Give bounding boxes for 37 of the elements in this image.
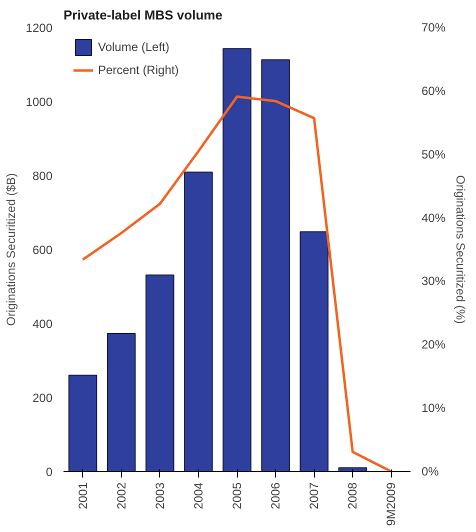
y2-tick-label: 40% — [422, 210, 446, 225]
bar — [222, 48, 252, 472]
legend-label: Volume (Left) — [98, 40, 170, 54]
y-tick-label: 0 — [46, 465, 53, 479]
y-tick-label: 400 — [32, 317, 53, 331]
y-tick-label: 800 — [32, 169, 53, 183]
legend-label: Percent (Right) — [98, 63, 179, 77]
x-tick-label: 2008 — [346, 482, 360, 510]
y2-tick-label: 10% — [422, 401, 446, 416]
y2-tick-label: 0% — [422, 464, 440, 478]
x-tick-label: 2001 — [76, 482, 90, 510]
bar — [261, 59, 290, 472]
y2-tick-label: 60% — [422, 84, 446, 98]
bar — [68, 374, 98, 472]
bar — [300, 231, 328, 472]
bar — [106, 332, 136, 472]
y2-tick-label: 70% — [422, 20, 446, 34]
y-tick-label: 1000 — [26, 95, 53, 109]
x-tick-label: 9M2009 — [384, 482, 398, 526]
x-tick-label: 2003 — [152, 482, 167, 510]
y2-tick-label: 20% — [422, 338, 446, 352]
y-tick-label: 1200 — [26, 21, 53, 35]
y-axis-title: Originations Securitized ($B) — [4, 173, 18, 326]
y-tick-label: 600 — [32, 243, 53, 257]
chart-title: Private-label MBS volume — [64, 8, 222, 22]
x-tick-label: 2004 — [191, 482, 206, 510]
line-series — [82, 95, 392, 472]
x-tick-label: 2006 — [268, 482, 283, 510]
x-tick-label: 2002 — [114, 482, 128, 510]
y2-tick-label: 50% — [422, 147, 446, 162]
y-tick-label: 200 — [32, 391, 53, 405]
y2-axis-title: Originations Securitized (%) — [454, 175, 468, 324]
y2-tick-label: 30% — [422, 274, 446, 288]
x-tick-label: 2007 — [307, 482, 322, 510]
x-tick-label: 2005 — [230, 482, 244, 510]
bar — [146, 274, 174, 472]
bar — [184, 172, 213, 472]
